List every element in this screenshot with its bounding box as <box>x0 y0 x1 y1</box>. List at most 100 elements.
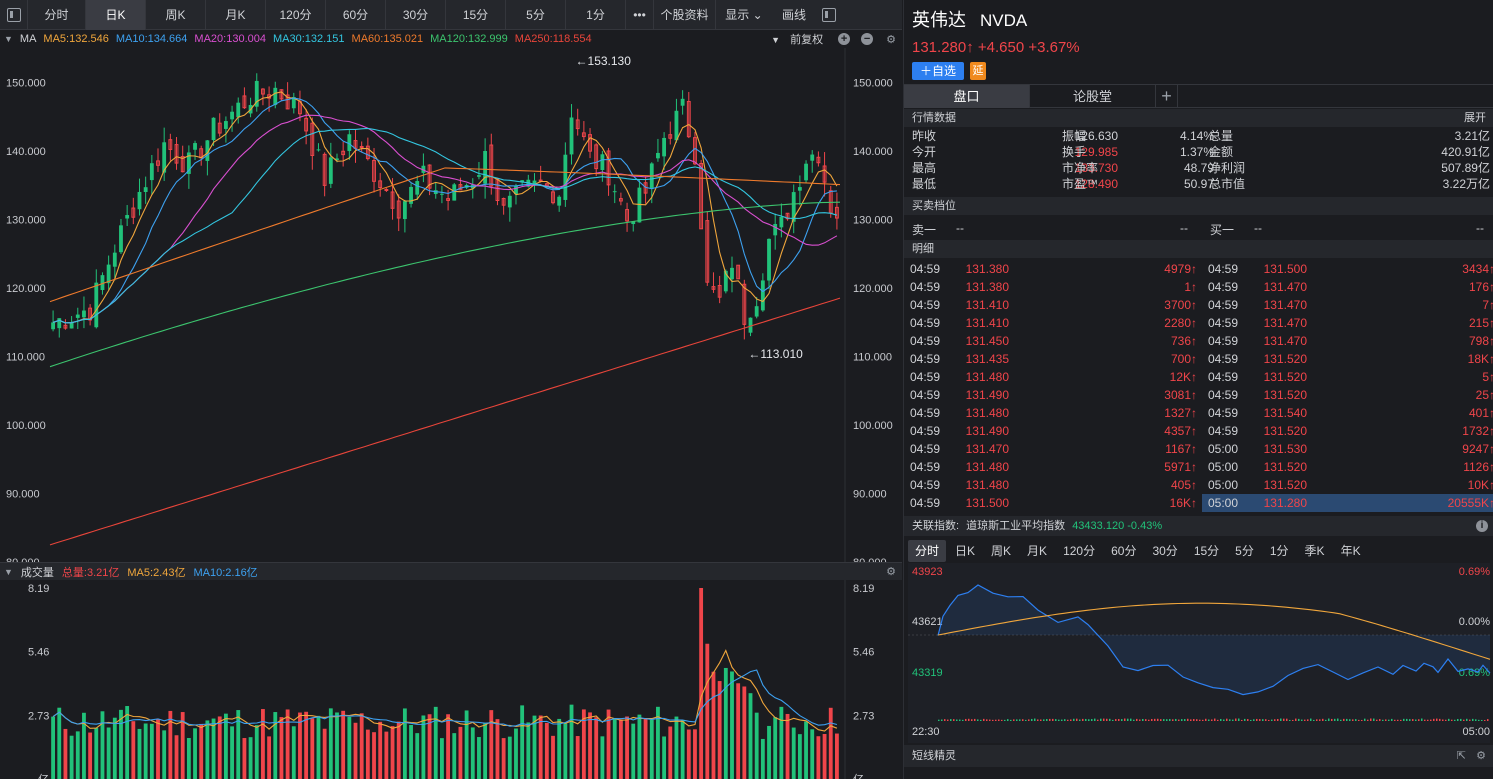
candle[interactable] <box>674 98 679 143</box>
candle[interactable] <box>711 272 716 293</box>
volume-bar[interactable] <box>693 729 697 779</box>
candle[interactable] <box>427 164 432 196</box>
volume-bar[interactable] <box>495 719 500 779</box>
candle[interactable] <box>748 317 753 337</box>
tab-forum[interactable]: 论股堂 <box>1030 85 1156 108</box>
candle[interactable] <box>143 176 148 204</box>
volume-bar[interactable] <box>563 723 568 779</box>
volume-bar[interactable] <box>402 708 407 779</box>
candle[interactable] <box>384 188 389 192</box>
volume-bar[interactable] <box>649 719 654 779</box>
candle[interactable] <box>57 318 62 338</box>
volume-bar[interactable] <box>452 733 457 779</box>
candle[interactable] <box>538 165 543 183</box>
candle[interactable] <box>106 255 111 290</box>
volume-bar[interactable] <box>88 732 93 779</box>
candle[interactable] <box>230 105 234 132</box>
volume-bar[interactable] <box>353 722 358 779</box>
volume-bar[interactable] <box>674 716 679 779</box>
volume-bar[interactable] <box>742 686 747 779</box>
volume-bar[interactable] <box>372 732 376 779</box>
candle[interactable] <box>835 192 839 230</box>
candle[interactable] <box>310 117 315 170</box>
volume-bar[interactable] <box>656 706 660 779</box>
volume-bar[interactable] <box>520 705 525 779</box>
more-icon[interactable]: ••• <box>626 0 654 30</box>
volume-bar[interactable] <box>835 733 839 779</box>
candle[interactable] <box>279 89 284 101</box>
index-name[interactable]: 道琼斯工业平均指数 <box>966 520 1066 532</box>
candle[interactable] <box>402 199 407 233</box>
candle[interactable] <box>736 264 741 280</box>
candle[interactable] <box>415 175 420 200</box>
candle[interactable] <box>421 153 426 183</box>
volume-bar[interactable] <box>625 716 629 779</box>
candle[interactable] <box>606 147 611 196</box>
candle[interactable] <box>495 178 500 206</box>
volume-bar[interactable] <box>618 719 623 779</box>
index-period-tab[interactable]: 120分 <box>1063 544 1096 558</box>
volume-bar[interactable] <box>322 728 327 779</box>
volume-bar[interactable] <box>804 721 808 779</box>
candle[interactable] <box>205 140 210 176</box>
volume-bar[interactable] <box>162 730 167 779</box>
candle[interactable] <box>236 97 241 124</box>
volume-bar[interactable] <box>526 722 531 779</box>
candle[interactable] <box>433 182 438 199</box>
candle[interactable] <box>483 138 488 199</box>
tab-30min[interactable]: 30分 <box>386 0 446 30</box>
volume-bar[interactable] <box>538 715 543 779</box>
candle[interactable] <box>563 142 568 207</box>
candle[interactable] <box>223 116 228 143</box>
volume-bar[interactable] <box>501 738 506 779</box>
volume-bar[interactable] <box>446 714 450 779</box>
candle[interactable] <box>261 88 265 106</box>
candle[interactable] <box>797 175 802 206</box>
candlestick-chart[interactable]: 150.000 150.000 140.000 140.000 130.000 130.0… <box>0 48 902 562</box>
volume-bar[interactable] <box>168 710 173 779</box>
volume-bar[interactable] <box>57 707 62 779</box>
candle[interactable] <box>217 113 222 137</box>
volume-bar[interactable] <box>285 709 290 779</box>
volume-bar[interactable] <box>797 734 802 779</box>
volume-bar[interactable] <box>415 733 420 779</box>
volume-bar[interactable] <box>359 713 364 779</box>
candle[interactable] <box>477 161 481 180</box>
volume-bar[interactable] <box>273 712 278 779</box>
volume-bar[interactable] <box>119 709 123 779</box>
candle[interactable] <box>686 91 691 139</box>
volume-bar[interactable] <box>816 736 821 779</box>
volume-bar[interactable] <box>791 727 796 779</box>
volume-bar[interactable] <box>199 723 204 779</box>
volume-bar[interactable] <box>440 738 444 779</box>
volume-bar[interactable] <box>711 671 716 779</box>
candle[interactable] <box>767 238 771 290</box>
candle[interactable] <box>119 218 123 254</box>
volume-bar[interactable] <box>736 683 741 779</box>
candle[interactable] <box>347 130 352 160</box>
volume-bar[interactable] <box>828 707 833 779</box>
volume-bar[interactable] <box>588 712 592 779</box>
volume-bar[interactable] <box>335 712 339 779</box>
candle[interactable] <box>112 244 117 281</box>
collapse-icon[interactable]: ▼ <box>4 34 13 44</box>
tab-intraday[interactable]: 分时 <box>28 0 86 30</box>
volume-bar[interactable] <box>680 720 685 779</box>
volume-bar[interactable] <box>149 723 154 779</box>
candle[interactable] <box>304 108 309 145</box>
index-period-tab[interactable]: 5分 <box>1235 544 1254 558</box>
volume-bar[interactable] <box>409 724 413 779</box>
tab-orderbook[interactable]: 盘口 <box>904 85 1030 108</box>
candle[interactable] <box>791 184 796 234</box>
volume-chart[interactable]: 8.19 8.19 5.46 5.46 2.73 2.73 亿 亿 <box>0 580 902 779</box>
volume-bar[interactable] <box>810 729 815 779</box>
volume-bar[interactable] <box>760 738 765 779</box>
candle[interactable] <box>631 221 636 232</box>
candle[interactable] <box>575 108 580 136</box>
volume-bar[interactable] <box>236 710 241 779</box>
index-period-tab[interactable]: 季K <box>1304 544 1325 558</box>
volume-bar[interactable] <box>507 736 512 779</box>
volume-bar[interactable] <box>631 723 636 779</box>
volume-bar[interactable] <box>470 727 475 779</box>
candle[interactable] <box>174 137 179 170</box>
